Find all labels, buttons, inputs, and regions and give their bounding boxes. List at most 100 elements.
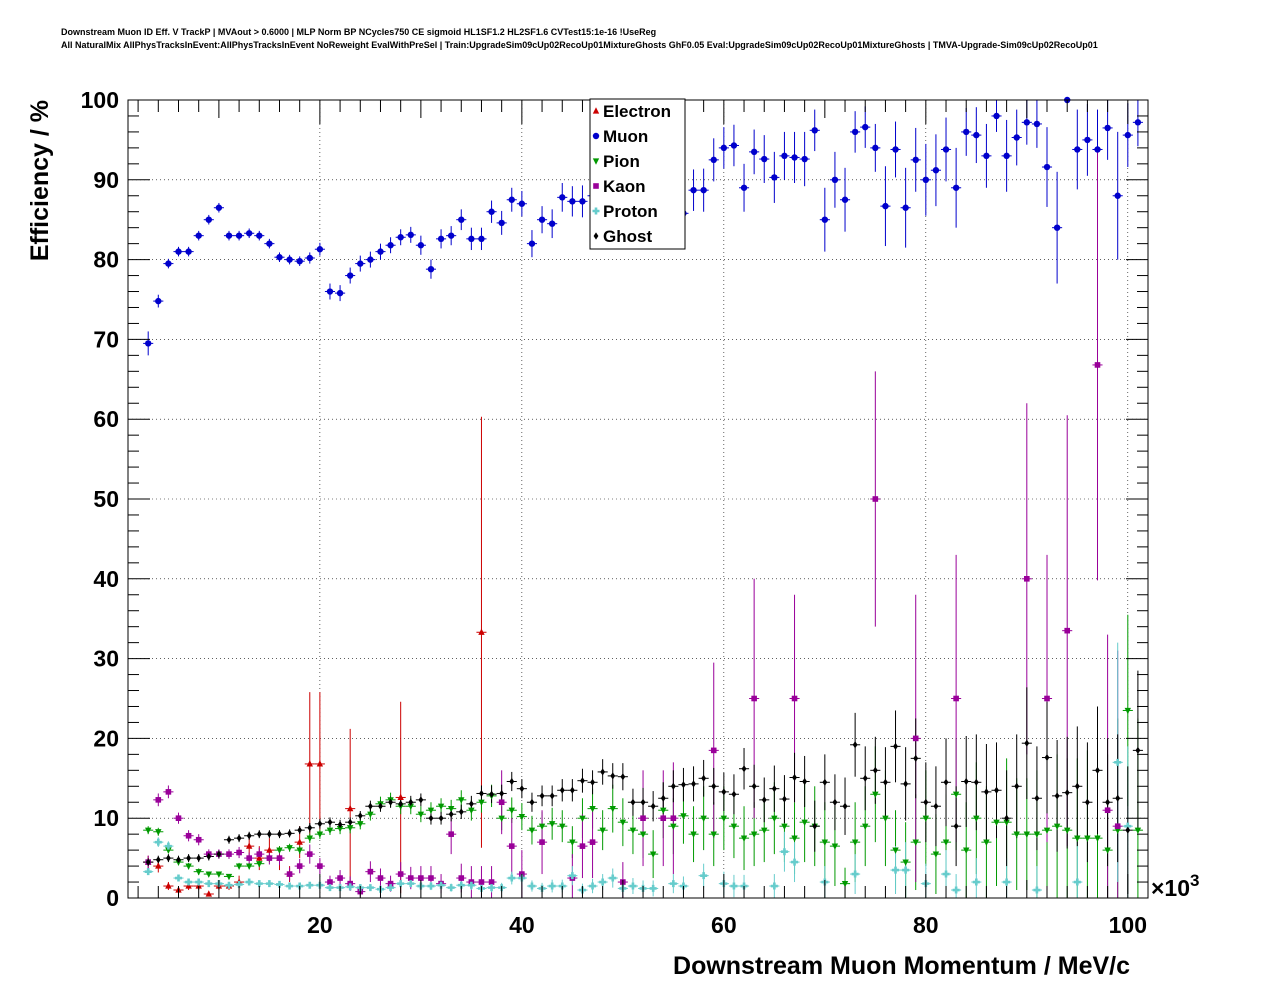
ghost-point (691, 780, 696, 788)
kaon-point (660, 815, 667, 821)
ghost-point (196, 854, 202, 862)
muon-point (1084, 136, 1091, 144)
ghost-point (428, 814, 434, 822)
ghost-point (378, 802, 383, 810)
ghost-point (650, 802, 656, 810)
legend-label-electron: Electron (603, 102, 671, 121)
pion-point (569, 839, 576, 846)
muon-point (1003, 152, 1010, 160)
muon-point (952, 184, 960, 191)
proton-point (1003, 878, 1011, 886)
proton-point (1114, 758, 1122, 766)
muon-point (1134, 119, 1142, 126)
proton-point (235, 880, 243, 888)
muon-point (1074, 146, 1081, 153)
muon-point (417, 242, 425, 249)
proton-point (255, 880, 263, 888)
pion-point (730, 823, 738, 830)
x-tick-label: 60 (711, 912, 737, 938)
ghost-point (206, 852, 212, 861)
kaon-point (387, 880, 394, 887)
proton-point (387, 884, 395, 892)
ghost-point (1095, 766, 1100, 774)
proton-point (225, 881, 233, 889)
electron-point (205, 890, 212, 897)
ghost-point (499, 789, 505, 798)
ghost-point (1054, 792, 1060, 800)
muon-point (801, 155, 808, 163)
muon-point (750, 148, 758, 156)
ghost-point (539, 792, 545, 800)
kaon-point (327, 879, 333, 885)
muon-point (195, 232, 202, 239)
muon-point (407, 231, 414, 239)
ghost-point (761, 796, 767, 804)
ghost-point (1024, 739, 1030, 747)
pion-point (831, 843, 839, 850)
proton-point (245, 878, 253, 886)
muon-point (165, 260, 172, 267)
ghost-point (711, 782, 717, 790)
pion-point (700, 815, 707, 822)
proton-point (599, 878, 607, 886)
proton-point (437, 881, 445, 889)
kaon-point (589, 839, 596, 845)
pion-point (498, 815, 505, 822)
muon-point (740, 184, 748, 191)
proton-point (609, 874, 617, 882)
pion-point (649, 851, 657, 858)
muon-point (185, 248, 192, 255)
ghost-point (842, 802, 848, 810)
pion-point (155, 829, 162, 836)
legend-label-muon: Muon (603, 127, 648, 146)
x-axis-title: Downstream Muon Momentum / MeV/c (673, 952, 1130, 980)
muon-point (276, 254, 283, 261)
muon-point (296, 257, 303, 265)
muon-point (851, 128, 859, 136)
pion-point (468, 807, 475, 815)
legend-marker-pion (592, 158, 600, 165)
ghost-point (933, 802, 939, 810)
muon-point (932, 167, 940, 174)
proton-point (780, 848, 788, 856)
muon-point (326, 288, 334, 295)
muon-point (872, 144, 879, 152)
kaon-point (317, 863, 323, 869)
electron-point (306, 760, 313, 767)
x-axis-multiplier: ×103 (1151, 871, 1199, 901)
pion-point (1084, 835, 1091, 842)
legend: Electron Muon Pion Kaon Proton Ghost (589, 98, 686, 250)
ghost-point (640, 798, 646, 806)
proton-point (205, 880, 213, 888)
pion-point (1094, 835, 1101, 842)
ghost-point (408, 798, 414, 806)
muon-point (387, 242, 394, 249)
kaon-point (1044, 695, 1050, 702)
ghost-point (852, 741, 858, 749)
proton-point (649, 884, 657, 892)
pion-point (1064, 827, 1071, 834)
ghost-point (872, 766, 878, 774)
pion-point (922, 815, 930, 822)
legend-box (589, 98, 686, 250)
ghost-point (468, 800, 474, 808)
kaon-point (337, 875, 343, 881)
kaon-point (306, 851, 313, 857)
kaon-point (710, 747, 717, 754)
ghost-point (792, 773, 797, 782)
kaon-point (276, 855, 283, 861)
muon-point (367, 256, 374, 263)
ghost-point (216, 850, 222, 858)
ghost-point (489, 790, 494, 798)
ghost-point (771, 785, 777, 793)
pion-point (367, 811, 374, 819)
muon-point (245, 230, 253, 237)
muon-point (1023, 119, 1031, 126)
ghost-point (681, 781, 686, 789)
muon-point (942, 146, 950, 153)
proton-point (892, 866, 900, 874)
kaon-point (428, 875, 434, 881)
pion-point (599, 827, 606, 834)
kaon-point (397, 871, 404, 877)
muon-point (1094, 146, 1101, 153)
